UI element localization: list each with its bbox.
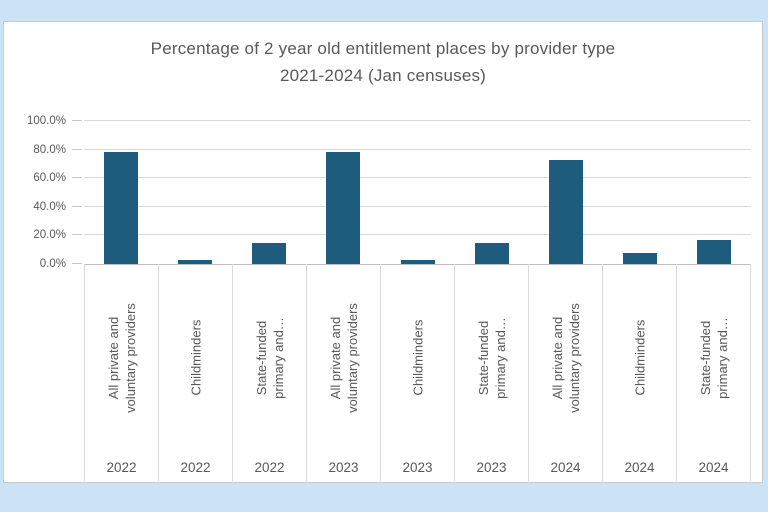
year-label: 2023 (328, 460, 359, 475)
category-label-area: All private and voluntary providers (85, 264, 158, 451)
category-label: Childminders (632, 319, 647, 396)
category-label-area: Childminders (381, 264, 454, 451)
category-label: All private and voluntary providers (549, 302, 582, 413)
category-cell: Childminders 2023 (380, 264, 454, 481)
category-label-area: Childminders (603, 264, 676, 451)
bar (252, 243, 287, 264)
year-label: 2024 (550, 460, 581, 475)
category-label: State-funded primary and… (697, 316, 730, 399)
y-axis-tick-label: 20.0% (33, 229, 66, 242)
category-label-area: All private and voluntary providers (307, 264, 380, 451)
bar (104, 152, 139, 264)
year-label: 2022 (106, 460, 137, 475)
category-cell: Childminders 2022 (158, 264, 232, 481)
bar (622, 252, 657, 264)
gridline (84, 205, 751, 207)
year-label: 2023 (476, 460, 507, 475)
chart-title: Percentage of 2 year old entitlement pla… (4, 35, 762, 89)
chart-title-line-2: 2021-2024 (Jan censuses) (279, 66, 487, 85)
bar (696, 240, 731, 264)
category-label-area: Childminders (159, 264, 232, 451)
year-label: 2022 (254, 460, 285, 475)
category-label-area: State-funded primary and… (677, 264, 750, 451)
gridline (84, 148, 751, 150)
bar (474, 242, 509, 264)
y-axis-labels: 0.0% 20.0% 40.0% 60.0% 80.0% 100.0% (4, 115, 66, 270)
category-label: State-funded primary and… (253, 316, 286, 399)
x-axis: All private and voluntary providers 2022 C… (84, 264, 751, 481)
category-label: Childminders (410, 319, 425, 396)
year-label: 2023 (402, 460, 433, 475)
category-cell: State-funded primary and… 2023 (454, 264, 528, 481)
category-cell: All private and voluntary providers 2023 (306, 264, 380, 481)
category-label: Childminders (188, 319, 203, 396)
category-label-area: State-funded primary and… (233, 264, 306, 451)
bar (400, 260, 435, 264)
gridline (84, 120, 751, 121)
category-cell: State-funded primary and… 2024 (676, 264, 751, 481)
category-cell: All private and voluntary providers 2024 (528, 264, 602, 481)
y-axis-tick-mark (72, 177, 82, 179)
bar (548, 160, 583, 264)
category-label: All private and voluntary providers (327, 302, 360, 413)
category-cell: Childminders 2024 (602, 264, 676, 481)
category-cell: All private and voluntary providers 2022 (84, 264, 158, 481)
y-axis-tick-label: 60.0% (33, 172, 66, 185)
y-axis-tick-mark (72, 205, 82, 207)
gridline (84, 177, 751, 179)
y-axis-tick-label: 80.0% (33, 143, 66, 156)
y-axis-ticks (72, 120, 82, 264)
category-label: All private and voluntary providers (105, 302, 138, 413)
y-axis-tick-mark (72, 234, 82, 236)
plot-area (84, 120, 751, 265)
chart-panel: Percentage of 2 year old entitlement pla… (3, 21, 763, 483)
category-label: State-funded primary and… (475, 316, 508, 399)
category-label-area: All private and voluntary providers (529, 264, 602, 451)
y-axis-tick-label: 40.0% (33, 200, 66, 213)
chart-title-line-1: Percentage of 2 year old entitlement pla… (150, 39, 616, 58)
year-label: 2022 (180, 460, 211, 475)
bar (178, 259, 213, 264)
bar (326, 151, 361, 264)
category-label-area: State-funded primary and… (455, 264, 528, 451)
y-axis-tick-label: 0.0% (39, 258, 66, 270)
year-label: 2024 (624, 460, 655, 475)
gridline (84, 234, 751, 236)
y-axis-tick-mark (72, 120, 82, 121)
y-axis-tick-mark (72, 148, 82, 150)
category-cell: State-funded primary and… 2022 (232, 264, 306, 481)
year-label: 2024 (698, 460, 729, 475)
y-axis-tick-mark (72, 263, 82, 264)
y-axis-tick-label: 100.0% (26, 115, 66, 127)
